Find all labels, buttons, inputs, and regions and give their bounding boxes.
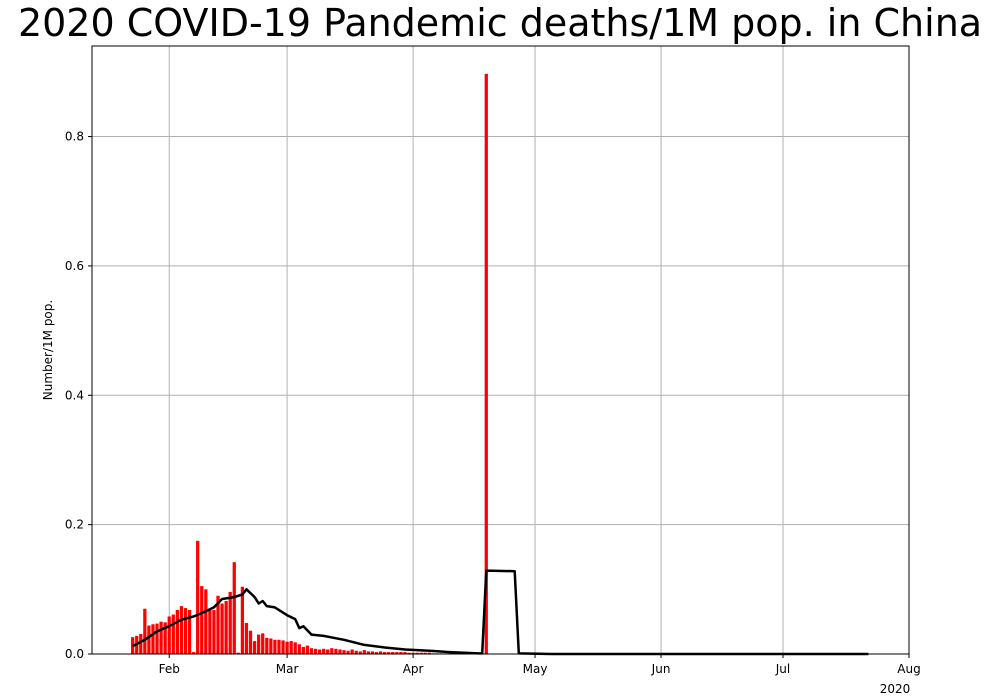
bar: [326, 649, 330, 654]
bar: [403, 652, 407, 654]
line-layer: [132, 569, 869, 656]
bar: [427, 652, 431, 654]
bar: [236, 652, 240, 654]
bar: [374, 652, 379, 654]
x-tick-label: Mar: [276, 662, 299, 676]
bar: [261, 633, 265, 654]
x-tick-label: Apr: [403, 662, 424, 676]
x-tick-label: Jul: [775, 662, 790, 676]
x-tick-label: Jun: [651, 662, 671, 676]
bar: [204, 589, 208, 654]
bar: [191, 652, 196, 654]
bar: [411, 652, 415, 654]
bars-layer: [131, 73, 488, 655]
bar: [387, 652, 391, 654]
bar: [334, 648, 338, 654]
bar: [143, 608, 147, 654]
bar: [313, 648, 318, 654]
y-tick-label: 0.2: [65, 518, 84, 532]
bar: [196, 540, 200, 654]
bar: [317, 649, 322, 654]
bar: [232, 562, 236, 654]
bar: [297, 644, 301, 654]
y-axis-ticks: 0.0 0.2 0.4 0.6 0.8: [65, 130, 92, 661]
x-axis-year-label: 2020: [880, 682, 911, 696]
bar: [281, 640, 285, 654]
bar: [187, 610, 192, 654]
bar: [293, 642, 297, 654]
bar: [273, 639, 277, 654]
bar: [269, 638, 273, 654]
x-axis-ticks: Feb Mar Apr May Jun Jul Aug: [159, 654, 921, 676]
bar: [167, 616, 171, 654]
bar: [354, 650, 358, 654]
bar: [423, 652, 427, 654]
bar: [330, 648, 334, 654]
bar: [378, 651, 383, 654]
bar: [419, 652, 423, 654]
bar: [289, 641, 293, 654]
bar: [277, 639, 281, 654]
bar: [139, 633, 143, 654]
plot-frame: [91, 45, 910, 655]
bar: [338, 649, 342, 654]
y-tick-label: 0.8: [65, 130, 84, 144]
bar: [224, 600, 228, 654]
bar: [366, 651, 371, 654]
bar: [175, 610, 179, 654]
bar: [415, 652, 419, 654]
bar: [358, 651, 362, 654]
bar: [285, 641, 289, 654]
bar: [305, 645, 310, 654]
y-tick-label: 0.6: [65, 259, 84, 273]
bar: [200, 586, 204, 654]
bar: [301, 646, 305, 654]
bar: [370, 651, 375, 654]
bar: [309, 648, 314, 654]
bar: [383, 652, 387, 654]
bar: [407, 652, 411, 654]
bar: [163, 622, 167, 654]
bar: [240, 586, 245, 654]
bar: [342, 650, 346, 654]
bar: [208, 608, 212, 654]
bar: [350, 649, 354, 654]
bar: [179, 606, 184, 654]
series-line: [132, 569, 869, 656]
bar: [399, 652, 403, 654]
bar: [484, 73, 488, 655]
chart-title: 2020 COVID-19 Pandemic deaths/1M pop. in…: [17, 1, 983, 45]
x-tick-label: Aug: [897, 662, 920, 676]
bar: [391, 652, 395, 654]
bar: [265, 637, 269, 654]
bar: [155, 623, 159, 654]
x-tick-label: May: [523, 662, 548, 676]
bar: [159, 621, 163, 654]
bar: [346, 650, 350, 654]
bar: [322, 648, 326, 654]
y-axis-label: Number/1M pop.: [41, 300, 55, 400]
bar: [395, 652, 399, 654]
bar: [171, 614, 175, 654]
y-tick-label: 0.0: [65, 647, 84, 661]
bar: [220, 603, 224, 654]
bar: [212, 610, 216, 654]
grid-layer: [92, 46, 909, 654]
y-tick-label: 0.4: [65, 388, 84, 402]
x-tick-label: Feb: [159, 662, 180, 676]
bar: [228, 591, 232, 654]
bar: [183, 608, 188, 654]
bar: [362, 650, 366, 654]
bar: [244, 622, 249, 654]
bar: [216, 595, 220, 654]
bar: [151, 624, 155, 654]
bar: [147, 625, 151, 654]
bar: [252, 641, 257, 654]
bar: [257, 634, 261, 654]
bar: [248, 630, 253, 654]
